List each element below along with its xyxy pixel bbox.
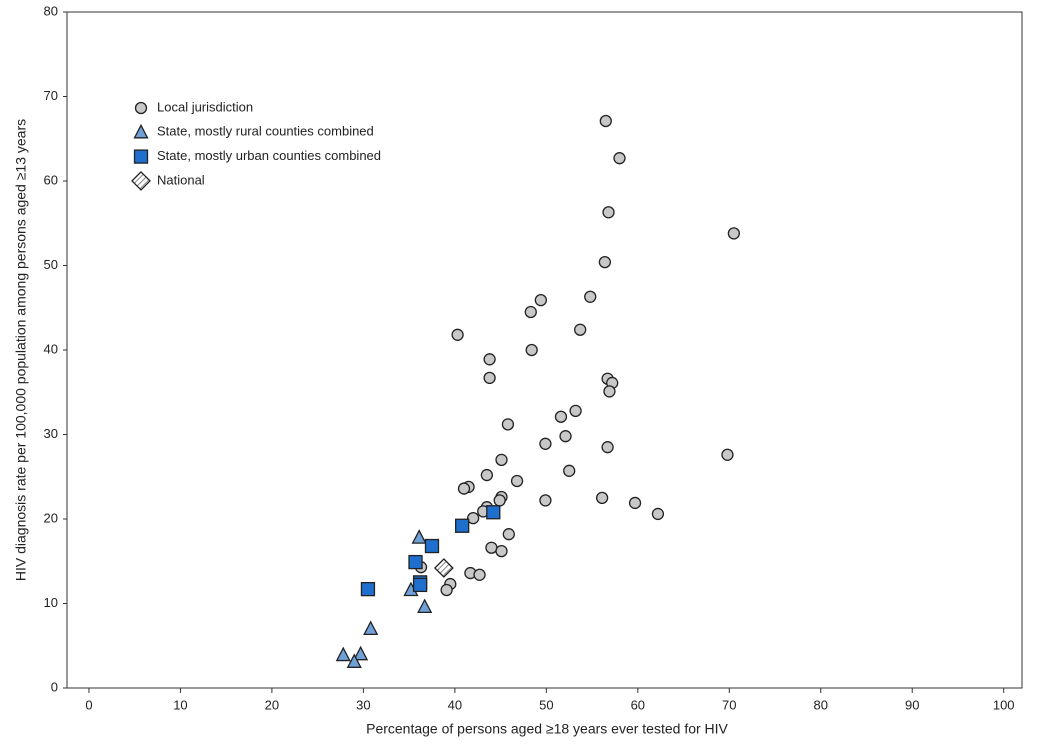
legend-label: Local jurisdiction — [157, 99, 253, 114]
data-point — [363, 620, 379, 635]
data-point — [457, 482, 471, 495]
y-tick-label: 80 — [44, 3, 58, 18]
legend-label: State, mostly rural counties combined — [157, 124, 374, 139]
y-axis-title: HIV diagnosis rate per 100,000 populatio… — [13, 119, 29, 581]
data-point — [440, 583, 453, 597]
x-tick-label: 20 — [265, 697, 279, 712]
data-point — [483, 371, 496, 385]
data-point — [539, 437, 552, 450]
x-tick-label: 50 — [539, 697, 553, 712]
data-point — [524, 305, 537, 319]
data-point — [353, 645, 369, 661]
data-point — [510, 474, 524, 488]
data-point — [501, 418, 515, 431]
data-point — [601, 441, 614, 454]
data-point — [502, 528, 515, 541]
data-point — [424, 538, 440, 554]
data-point — [412, 577, 428, 593]
data-point — [433, 558, 454, 578]
y-tick-label: 10 — [44, 595, 58, 610]
x-axis-title: Percentage of persons aged ≥18 years eve… — [366, 721, 728, 737]
x-tick-label: 100 — [993, 697, 1015, 712]
data-point — [574, 323, 587, 336]
data-point — [466, 512, 480, 525]
data-point — [727, 227, 741, 240]
data-point — [563, 464, 576, 477]
data-point — [603, 385, 616, 398]
y-tick-label: 30 — [44, 426, 58, 441]
data-point — [569, 404, 582, 417]
data-point — [721, 448, 734, 461]
data-point — [613, 152, 626, 165]
legend-label: State, mostly urban counties combined — [157, 148, 381, 163]
x-tick-label: 80 — [814, 697, 828, 712]
y-tick-label: 60 — [44, 172, 58, 187]
y-tick-label: 0 — [51, 679, 58, 694]
data-point — [628, 496, 642, 510]
data-point — [602, 206, 615, 219]
y-tick-label: 50 — [44, 257, 58, 272]
data-point — [584, 290, 597, 303]
data-point — [473, 568, 486, 581]
x-tick-label: 70 — [722, 697, 736, 712]
y-tick-label: 70 — [44, 88, 58, 103]
data-point — [651, 507, 665, 521]
data-point — [495, 544, 508, 558]
data-point — [483, 353, 496, 366]
data-point — [493, 494, 506, 507]
y-tick-label: 20 — [44, 510, 58, 525]
x-tick-label: 30 — [356, 697, 370, 712]
data-point — [485, 541, 498, 554]
data-point — [360, 581, 376, 597]
data-point — [411, 529, 427, 544]
y-tick-label: 40 — [44, 341, 58, 356]
legend-marker — [131, 170, 151, 191]
data-point — [599, 114, 612, 128]
x-tick-label: 10 — [173, 697, 187, 712]
legend-marker — [133, 123, 149, 139]
x-tick-label: 0 — [85, 697, 92, 712]
data-point — [559, 430, 572, 443]
legend-marker — [133, 149, 149, 164]
x-tick-label: 40 — [448, 697, 462, 712]
x-tick-label: 60 — [631, 697, 645, 712]
x-tick-label: 90 — [905, 697, 919, 712]
data-point — [451, 328, 464, 341]
data-point — [335, 646, 351, 662]
data-point — [595, 491, 609, 505]
legend-marker — [134, 101, 148, 115]
data-point — [417, 598, 433, 614]
data-point — [534, 293, 547, 307]
data-point — [539, 494, 552, 507]
data-point — [486, 505, 501, 520]
data-point — [455, 518, 470, 533]
data-point — [495, 453, 508, 467]
data-point — [554, 410, 568, 423]
data-point — [598, 255, 612, 269]
legend-label: National — [157, 172, 205, 187]
data-point — [525, 343, 538, 357]
data-point — [346, 653, 362, 668]
data-point — [480, 468, 494, 482]
data-point — [408, 554, 423, 570]
